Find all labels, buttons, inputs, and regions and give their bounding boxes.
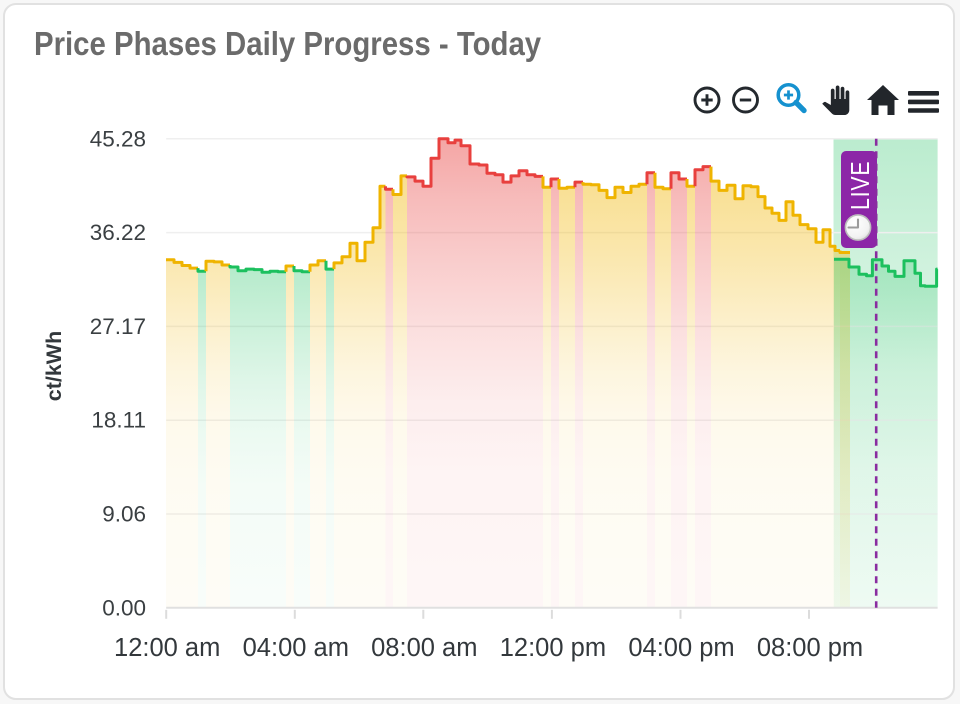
svg-text:18.11: 18.11 <box>91 408 146 433</box>
svg-text:08:00 am: 08:00 am <box>371 634 477 662</box>
svg-text:36.22: 36.22 <box>90 220 146 245</box>
svg-text:04:00 am: 04:00 am <box>243 634 349 662</box>
svg-text:LIVE: LIVE <box>846 161 876 210</box>
svg-text:ct/kWh: ct/kWh <box>42 331 66 401</box>
svg-text:12:00 pm: 12:00 pm <box>500 634 606 662</box>
svg-text:45.28: 45.28 <box>90 126 146 151</box>
svg-text:04:00 pm: 04:00 pm <box>628 634 734 662</box>
svg-text:08:00 pm: 08:00 pm <box>757 634 863 662</box>
svg-text:9.06: 9.06 <box>102 502 146 527</box>
svg-text:27.17: 27.17 <box>90 314 146 339</box>
svg-text:0.00: 0.00 <box>102 595 146 620</box>
svg-text:12:00 am: 12:00 am <box>114 634 220 662</box>
